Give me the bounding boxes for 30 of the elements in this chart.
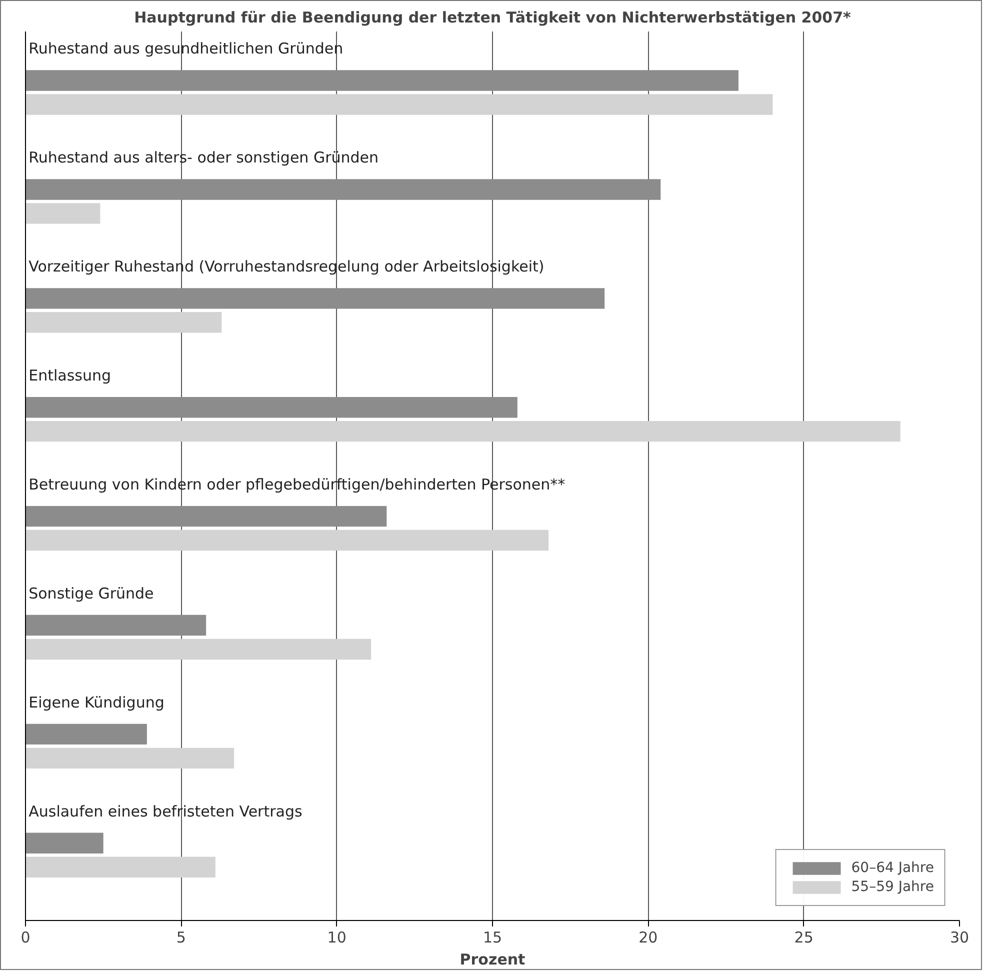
bar [26, 203, 100, 224]
bar [26, 614, 206, 636]
y-tick-label: Entlassung [28, 366, 112, 384]
bar [26, 856, 216, 878]
x-tick-label: 15 [482, 928, 502, 946]
legend-label: 55–59 Jahre [851, 879, 934, 895]
bar [26, 288, 605, 309]
bar [26, 397, 518, 418]
x-tick-label: 20 [638, 928, 658, 946]
bar [26, 94, 773, 115]
x-tick-label: 30 [950, 928, 970, 946]
bar [26, 530, 549, 551]
x-tick-label: 5 [176, 928, 186, 946]
bar [26, 420, 900, 442]
bar [26, 638, 372, 660]
chart-title: Hauptgrund für die Beendigung der letzten Tätigkeit von Nichterwerbstätigen 2007* [134, 8, 852, 26]
bar [26, 179, 661, 200]
bar [26, 506, 387, 527]
bar [26, 70, 738, 91]
x-tick-label: 10 [327, 928, 346, 946]
bar [26, 312, 222, 333]
x-tick-label: 0 [20, 928, 30, 946]
bar [26, 748, 234, 769]
bar [26, 724, 147, 745]
y-tick-label: Sonstige Gründe [28, 584, 154, 602]
bar [26, 832, 104, 854]
legend-label: 60–64 Jahre [851, 860, 934, 876]
x-tick-label: 25 [794, 928, 814, 946]
y-tick-label: Eigene Kündigung [28, 693, 164, 712]
x-axis-title: Prozent [460, 950, 526, 968]
